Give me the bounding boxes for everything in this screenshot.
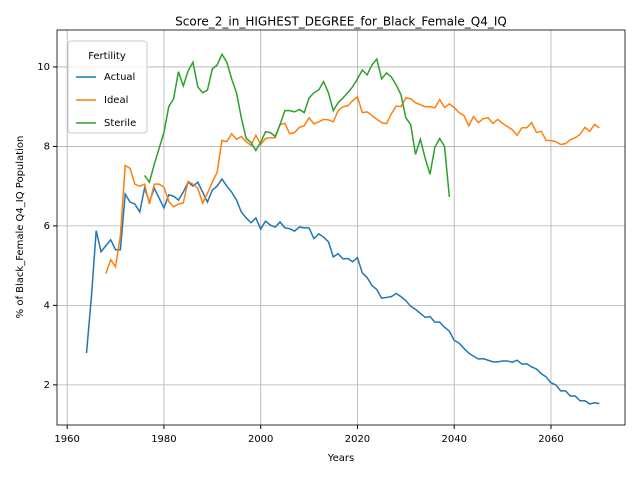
line-series: [143, 52, 451, 197]
legend-title: Fertility: [88, 51, 126, 62]
line-series: [105, 95, 600, 274]
y-tick-label: 10: [37, 62, 50, 73]
x-tick-label: 2040: [441, 434, 466, 445]
plot-frame: [56, 29, 626, 426]
y-tick-label: 8: [44, 141, 50, 152]
y-tick-label: 2: [44, 380, 50, 391]
line-series: [85, 177, 600, 405]
x-axis-label: Years: [327, 453, 354, 464]
y-axis-label: % of Black_Female Q4_IQ Population: [15, 136, 26, 319]
chart-title: Score_2_in_HIGHEST_DEGREE_for_Black_Fema…: [175, 15, 507, 29]
y-tick-label: 4: [44, 300, 50, 311]
x-tick-label: 2060: [538, 434, 563, 445]
legend-label: Sterile: [104, 118, 136, 129]
legend-label: Ideal: [104, 95, 128, 106]
x-tick-label: 2020: [345, 434, 370, 445]
legend-box: [67, 40, 148, 134]
x-tick-label: 1960: [54, 434, 79, 445]
y-tick-label: 6: [44, 221, 50, 232]
legend-label: Actual: [104, 72, 135, 83]
x-tick-label: 1980: [151, 434, 176, 445]
x-tick-label: 2000: [248, 434, 273, 445]
